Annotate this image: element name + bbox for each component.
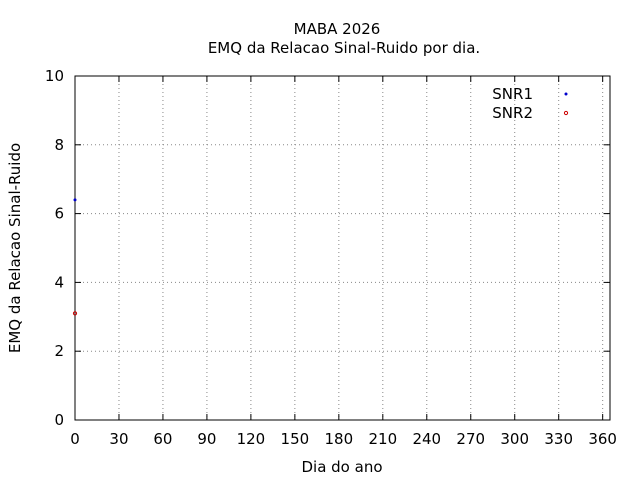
x-tick-label: 0 [70, 430, 80, 448]
x-tick-label: 90 [197, 430, 216, 448]
x-tick-label: 300 [500, 430, 529, 448]
legend-label: SNR2 [492, 104, 533, 122]
x-tick-label: 330 [544, 430, 573, 448]
x-tick-label: 240 [412, 430, 441, 448]
x-tick-label: 30 [109, 430, 128, 448]
chart-title: MABA 2026 [294, 20, 381, 38]
chart-subtitle: EMQ da Relacao Sinal-Ruido por dia. [208, 39, 480, 57]
x-tick-label: 180 [325, 430, 354, 448]
data-points [72, 198, 78, 316]
data-point [72, 311, 78, 316]
y-tick-label: 4 [54, 273, 64, 291]
legend-marker [564, 92, 568, 96]
y-axis-label: EMQ da Relacao Sinal-Ruido [6, 143, 24, 353]
legend-marker [563, 110, 569, 116]
x-tick-label: 270 [456, 430, 485, 448]
data-point [73, 198, 77, 202]
legend-label: SNR1 [492, 85, 533, 103]
x-axis-label: Dia do ano [301, 458, 382, 476]
x-tick-label: 210 [368, 430, 397, 448]
y-tick-label: 8 [54, 136, 64, 154]
x-tick-label: 120 [237, 430, 266, 448]
x-tick-label: 360 [588, 430, 617, 448]
y-tick-label: 0 [54, 411, 64, 429]
axis-ticks: 0 30 60 90 120 150 180 210 240 270 300 330 360 0 2 4 6 8 1… [45, 67, 617, 448]
y-tick-label: 2 [54, 342, 64, 360]
y-tick-label: 10 [45, 67, 64, 85]
grid-lines [75, 76, 610, 420]
plot-frame [74, 75, 611, 421]
x-tick-label: 150 [281, 430, 310, 448]
x-tick-label: 60 [153, 430, 172, 448]
y-tick-label: 6 [54, 205, 64, 223]
